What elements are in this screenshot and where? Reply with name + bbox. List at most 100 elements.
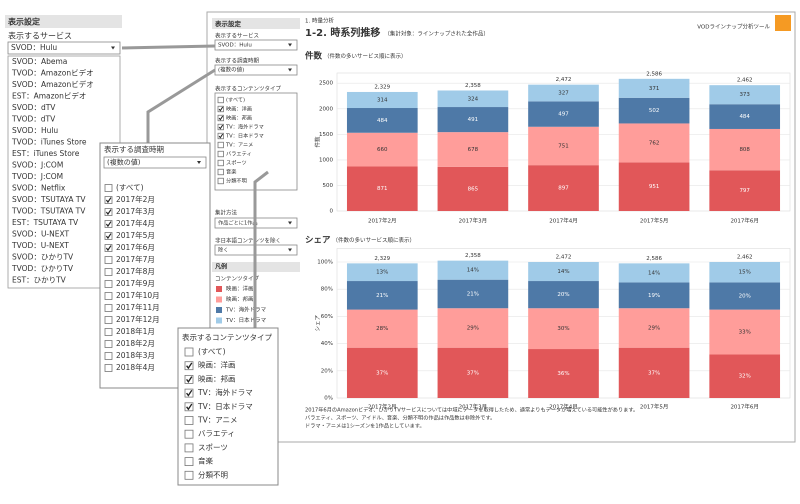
y-tick-label: 1000 bbox=[319, 157, 333, 163]
x-tick-label: 2017年5月 bbox=[640, 217, 669, 225]
option-list bbox=[214, 92, 298, 191]
bar-label: 29% bbox=[467, 325, 479, 331]
checkbox bbox=[217, 96, 224, 104]
option: 音楽 bbox=[198, 456, 213, 466]
legend-subtitle: コンテンツタイプ bbox=[215, 275, 260, 283]
bar-segment bbox=[618, 97, 690, 124]
bar-label: 751 bbox=[558, 143, 569, 149]
bar-segment bbox=[437, 308, 509, 348]
bar-segment bbox=[437, 279, 509, 309]
bar-segment bbox=[437, 347, 509, 398]
check-mark bbox=[105, 245, 112, 252]
bar-label: 13% bbox=[376, 270, 388, 276]
legend-swatch bbox=[216, 317, 222, 324]
y-tick-label: 500 bbox=[323, 183, 334, 189]
option: TVOD：J:COM bbox=[11, 172, 63, 181]
option: SVOD：Netflix bbox=[12, 184, 66, 193]
option: TVOD：ひかりTV bbox=[11, 264, 74, 273]
check-mark bbox=[186, 376, 193, 383]
field-label: 非日本語コンテンツを除く bbox=[215, 237, 281, 245]
x-tick-label: 2017年3月 bbox=[459, 217, 488, 225]
checkbox bbox=[184, 416, 194, 425]
option: EST：ひかりTV bbox=[12, 276, 67, 285]
bar-label: 797 bbox=[739, 188, 750, 194]
bar-label: 14% bbox=[557, 269, 569, 275]
checkbox bbox=[184, 443, 194, 453]
connector bbox=[119, 44, 216, 50]
legend-swatch bbox=[216, 296, 222, 303]
total-label: 2,329 bbox=[374, 256, 390, 262]
dropdown-arrow bbox=[288, 221, 292, 225]
chart-title: 件数 bbox=[305, 51, 323, 62]
check-mark bbox=[218, 106, 224, 112]
brand-logo bbox=[775, 15, 791, 31]
option: 映画：邦画 bbox=[226, 114, 252, 122]
option: SVOD：Abema bbox=[12, 57, 67, 66]
total-label: 2,358 bbox=[465, 83, 481, 89]
bar-label: 36% bbox=[557, 371, 569, 377]
y-tick-label: 0 bbox=[330, 209, 334, 215]
checkbox bbox=[104, 232, 113, 240]
bar-label: 808 bbox=[739, 147, 750, 153]
bar-segment bbox=[346, 347, 418, 398]
total-label: 2,462 bbox=[737, 255, 753, 261]
checkbox bbox=[184, 388, 194, 398]
option: 2017年12月 bbox=[116, 314, 160, 324]
y-tick-label: 0% bbox=[324, 396, 333, 402]
option: 2017年8月 bbox=[116, 266, 155, 276]
total-label: 2,586 bbox=[646, 71, 662, 77]
checkbox bbox=[184, 361, 194, 371]
option: EST：TSUTAYA TV bbox=[12, 218, 79, 227]
dropdown-value: SVOD：Hulu bbox=[218, 43, 252, 49]
connectors bbox=[119, 44, 269, 328]
dropdown-arrow bbox=[288, 68, 292, 72]
bar-segment bbox=[618, 308, 690, 348]
bar-label: 871 bbox=[377, 186, 388, 192]
checkbox bbox=[104, 196, 113, 204]
check-mark bbox=[105, 209, 112, 216]
bar-segment bbox=[346, 263, 418, 282]
bar-segment bbox=[346, 108, 418, 133]
total-label: 2,472 bbox=[556, 77, 572, 83]
bar-segment bbox=[346, 132, 418, 167]
legend-label: 映画：洋画 bbox=[226, 285, 254, 293]
bar-label: 314 bbox=[377, 97, 388, 103]
connector bbox=[146, 68, 216, 143]
option: SVOD：U-NEXT bbox=[12, 230, 69, 239]
dropdown-arrow bbox=[288, 248, 292, 252]
bar-label: 324 bbox=[468, 96, 479, 102]
x-tick-label: 2017年3月 bbox=[459, 403, 488, 411]
option: 2017年5月 bbox=[116, 230, 155, 240]
checkbox bbox=[184, 429, 194, 439]
option: スポーツ bbox=[226, 159, 247, 167]
option: 2018年2月 bbox=[116, 338, 155, 348]
bar-label: 762 bbox=[649, 140, 660, 146]
legend-swatch bbox=[216, 286, 222, 292]
bar-label: 327 bbox=[558, 91, 569, 97]
checkbox bbox=[104, 244, 113, 252]
y-tick-label: 2500 bbox=[319, 81, 333, 87]
checkbox bbox=[104, 208, 113, 216]
y-tick-label: 40% bbox=[321, 341, 333, 347]
bar-label: 497 bbox=[558, 112, 569, 118]
bar-segment bbox=[528, 101, 599, 127]
field-label: 表示する調査時期 bbox=[215, 57, 260, 65]
check-mark bbox=[105, 197, 112, 204]
bar-segment bbox=[618, 263, 690, 283]
bar-segment bbox=[709, 282, 781, 310]
bar-segment bbox=[346, 91, 418, 109]
x-tick-label: 2017年2月 bbox=[368, 217, 397, 225]
bar-label: 660 bbox=[377, 147, 388, 153]
bar-segment bbox=[709, 262, 781, 283]
bar-label: 897 bbox=[558, 186, 569, 192]
bar-segment bbox=[618, 282, 690, 309]
field-label: 表示するサービス bbox=[8, 31, 72, 41]
option: 映画：邦画 bbox=[198, 373, 236, 383]
bar-segment bbox=[346, 166, 418, 211]
checkbox bbox=[184, 470, 194, 480]
y-tick-label: 60% bbox=[321, 314, 333, 320]
option: 映画：洋画 bbox=[226, 105, 252, 113]
option: TVOD：iTunes Store bbox=[11, 138, 87, 147]
checkbox bbox=[184, 457, 194, 467]
